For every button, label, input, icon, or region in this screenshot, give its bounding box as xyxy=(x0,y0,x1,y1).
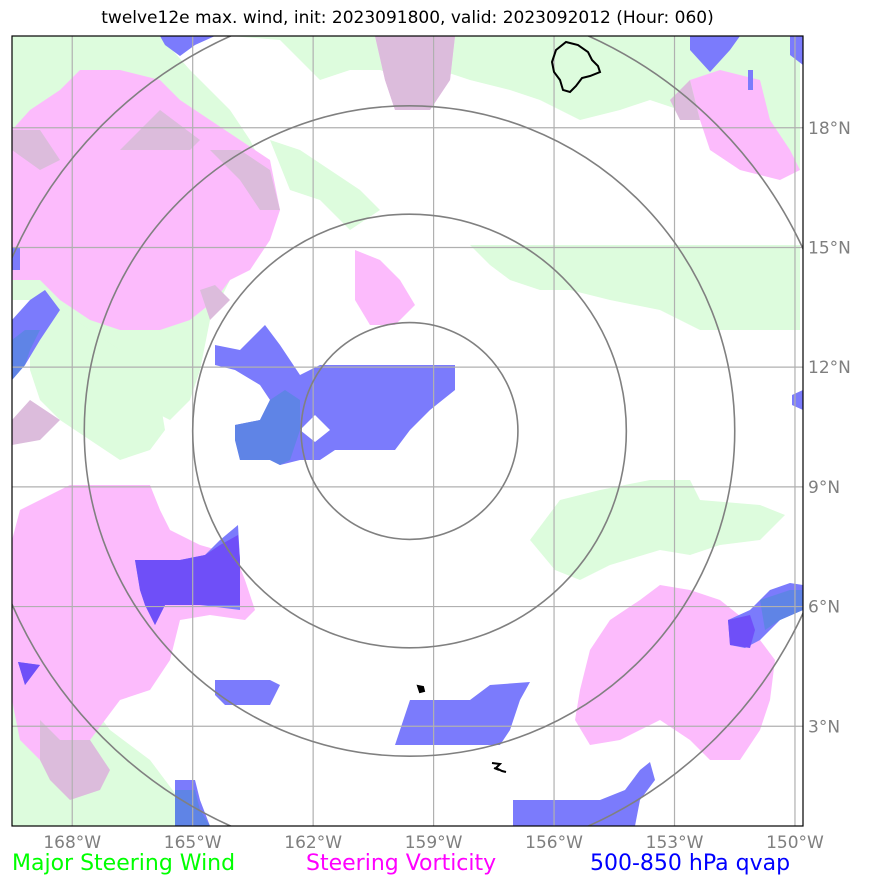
map-frame xyxy=(11,35,804,827)
distance-ring xyxy=(83,104,736,758)
small-island xyxy=(416,684,426,694)
distance-ring xyxy=(300,321,519,541)
longitude-tick-label: 150°W xyxy=(766,833,824,853)
latitude-labels: 18°N 15°N 12°N 9°N 6°N 3°N xyxy=(808,119,851,737)
latitude-tick-label: 3°N xyxy=(808,717,840,737)
latitude-tick-label: 6°N xyxy=(808,598,840,618)
atoll xyxy=(491,762,507,773)
longitude-labels: 168°W 165°W 162°W 159°W 156°W 153°W 150°W xyxy=(43,833,824,853)
qvap-vorticity-overlap xyxy=(18,535,755,685)
longitude-tick-label: 156°W xyxy=(525,833,583,853)
legend-qvap: 500-850 hPa qvap xyxy=(590,851,791,876)
graticule xyxy=(12,36,803,826)
longitude-tick-label: 159°W xyxy=(405,833,463,853)
latitude-tick-label: 18°N xyxy=(808,119,851,139)
distance-rings xyxy=(12,36,803,826)
legend-steering-vorticity: Steering Vorticity xyxy=(306,851,497,876)
map-title: twelve12e max. wind, init: 2023091800, v… xyxy=(101,8,714,28)
qvap-gap xyxy=(300,415,330,442)
distance-ring xyxy=(191,213,628,649)
latitude-tick-label: 15°N xyxy=(808,238,851,258)
coastlines xyxy=(416,40,602,773)
hawaii-island xyxy=(550,40,602,94)
legend-steering-wind: Major Steering Wind xyxy=(12,851,236,876)
longitude-tick-label: 162°W xyxy=(284,833,342,853)
longitude-tick-label: 165°W xyxy=(164,833,222,853)
latitude-tick-label: 9°N xyxy=(808,478,840,498)
vorticity-wind-overlap xyxy=(12,36,700,800)
latitude-tick-label: 12°N xyxy=(808,358,851,378)
longitude-tick-label: 168°W xyxy=(43,833,101,853)
longitude-tick-label: 153°W xyxy=(646,833,704,853)
